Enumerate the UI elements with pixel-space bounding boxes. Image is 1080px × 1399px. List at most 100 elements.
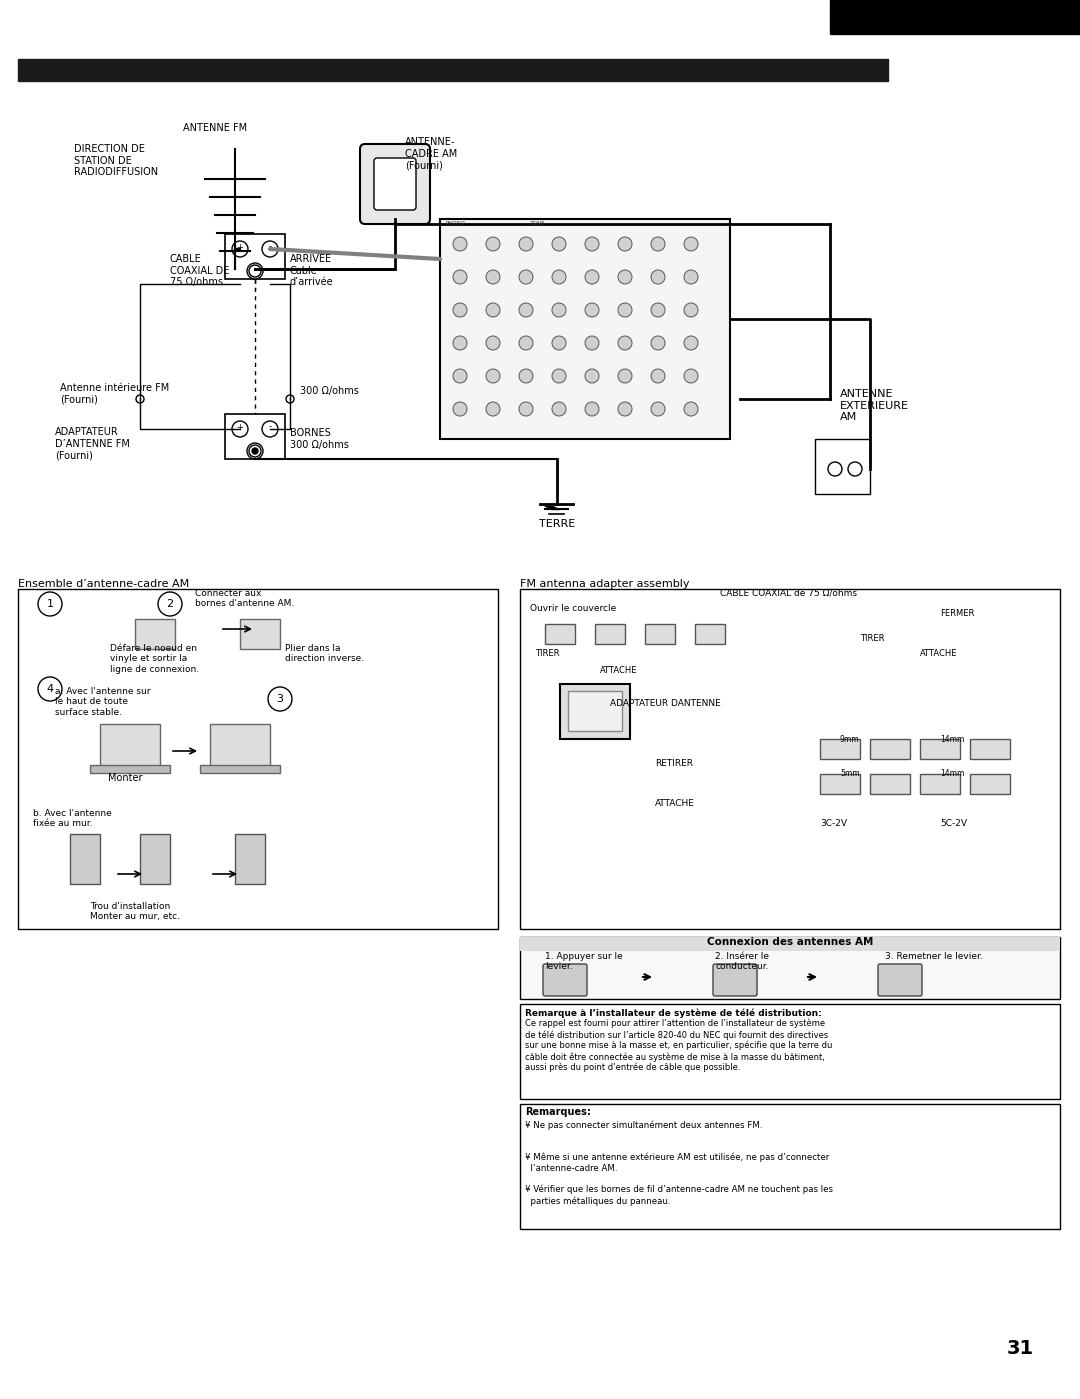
Text: 9mm: 9mm [840, 734, 860, 743]
Circle shape [486, 270, 500, 284]
Text: 1: 1 [46, 599, 54, 609]
FancyBboxPatch shape [360, 144, 430, 224]
Circle shape [249, 445, 261, 457]
Circle shape [453, 402, 467, 416]
Bar [70, 834, 100, 884]
Text: Défare le noeud en
vinyle et sortir la
ligne de connexion.: Défare le noeud en vinyle et sortir la l… [110, 644, 199, 674]
Circle shape [585, 402, 599, 416]
Circle shape [651, 369, 665, 383]
Text: Connecter aux
bornes d'antenne AM.: Connecter aux bornes d'antenne AM. [195, 589, 294, 609]
Circle shape [136, 395, 144, 403]
Bar [545, 624, 575, 644]
Text: ¥ Vérifier que les bornes de fil d’antenne-cadre AM ne touchent pas les
  partie: ¥ Vérifier que les bornes de fil d’anten… [525, 1185, 833, 1206]
Bar [140, 834, 170, 884]
Circle shape [252, 269, 258, 274]
Bar [831, 0, 1080, 34]
Bar [920, 739, 960, 760]
Text: ¥ Même si une antenne extérieure AM est utilisée, ne pas d’connecter
  l’antenne: ¥ Même si une antenne extérieure AM est … [525, 1153, 829, 1172]
Circle shape [618, 270, 632, 284]
Text: Monter: Monter [108, 774, 143, 783]
Text: ADAPTATEUR DANTENNE: ADAPTATEUR DANTENNE [610, 700, 720, 708]
Text: Connexion des bornes d’antennes: Connexion des bornes d’antennes [24, 63, 237, 76]
Bar [440, 220, 730, 439]
Text: 14mm: 14mm [940, 769, 964, 778]
Circle shape [585, 304, 599, 318]
Bar [970, 774, 1010, 795]
Text: 2. Insérer le
conducteur.: 2. Insérer le conducteur. [715, 951, 769, 971]
Bar [519, 1104, 1059, 1228]
Circle shape [651, 402, 665, 416]
Text: b. Avec l'antenne
fixée au mur.: b. Avec l'antenne fixée au mur. [33, 809, 111, 828]
Text: 3C-2V: 3C-2V [820, 818, 847, 828]
Bar [970, 739, 1010, 760]
Text: ZONE: ZONE [530, 221, 545, 227]
Circle shape [585, 236, 599, 250]
Bar [870, 739, 910, 760]
Circle shape [684, 369, 698, 383]
Text: 300 Ω/ohms: 300 Ω/ohms [300, 386, 359, 396]
Bar [645, 624, 675, 644]
Circle shape [519, 369, 534, 383]
Circle shape [618, 236, 632, 250]
Text: FM antenna adapter assembly: FM antenna adapter assembly [519, 579, 689, 589]
Text: Ensemble d’antenne-cadre AM: Ensemble d’antenne-cadre AM [18, 579, 189, 589]
Circle shape [453, 369, 467, 383]
Text: 5C-2V: 5C-2V [940, 818, 967, 828]
Text: Trou d'installation
Monter au mur, etc.: Trou d'installation Monter au mur, etc. [90, 901, 180, 921]
Circle shape [232, 421, 248, 436]
Circle shape [486, 402, 500, 416]
Text: ARRIVEE
Cable
d’arrivée: ARRIVEE Cable d’arrivée [291, 255, 334, 287]
Text: BORNES
300 Ω/ohms: BORNES 300 Ω/ohms [291, 428, 349, 450]
Circle shape [232, 241, 248, 257]
Text: 5mm: 5mm [840, 769, 860, 778]
Circle shape [453, 236, 467, 250]
Circle shape [618, 369, 632, 383]
Circle shape [519, 304, 534, 318]
Bar [519, 937, 1059, 999]
Bar [100, 725, 160, 769]
Circle shape [158, 592, 183, 616]
Circle shape [486, 336, 500, 350]
FancyBboxPatch shape [878, 964, 922, 996]
Bar [200, 765, 280, 774]
FancyBboxPatch shape [374, 158, 416, 210]
Text: PHONO: PHONO [445, 221, 465, 227]
Text: ANTENNE
EXTERIEURE
AM: ANTENNE EXTERIEURE AM [840, 389, 909, 422]
Text: Ouvrir le couvercle: Ouvrir le couvercle [530, 604, 617, 613]
Text: 3. Remetner le levier.: 3. Remetner le levier. [885, 951, 983, 961]
Bar [820, 774, 860, 795]
Circle shape [519, 336, 534, 350]
Bar [225, 414, 285, 459]
Circle shape [247, 443, 264, 459]
Bar [18, 589, 498, 929]
Bar [135, 618, 175, 649]
Text: 1. Appuyer sur le
levier.: 1. Appuyer sur le levier. [545, 951, 623, 971]
Circle shape [552, 304, 566, 318]
Bar [920, 774, 960, 795]
Circle shape [519, 402, 534, 416]
Text: DIRECTION DE
STATION DE
RADIODIFFUSION: DIRECTION DE STATION DE RADIODIFFUSION [75, 144, 158, 178]
Text: 3: 3 [276, 694, 283, 704]
Circle shape [552, 402, 566, 416]
Circle shape [453, 270, 467, 284]
Text: FRANCAIS: FRANCAIS [912, 1, 998, 17]
Text: Remarque à l’installateur de système de télé distribution:: Remarque à l’installateur de système de … [525, 1009, 822, 1017]
Text: TIRER: TIRER [860, 634, 885, 644]
Text: Ce rappel est fourni pour attirer l’attention de l’installateur de système
de té: Ce rappel est fourni pour attirer l’atte… [525, 1018, 833, 1073]
Text: +: + [237, 422, 243, 431]
Circle shape [519, 236, 534, 250]
Circle shape [618, 304, 632, 318]
Circle shape [262, 421, 278, 436]
Circle shape [486, 369, 500, 383]
Circle shape [486, 236, 500, 250]
Text: Remarques:: Remarques: [525, 1107, 591, 1116]
Circle shape [453, 336, 467, 350]
Circle shape [38, 677, 62, 701]
Circle shape [585, 336, 599, 350]
Text: 31: 31 [1007, 1339, 1034, 1358]
Circle shape [684, 236, 698, 250]
Text: 14mm: 14mm [940, 734, 964, 743]
Circle shape [684, 336, 698, 350]
Bar [568, 691, 622, 732]
Circle shape [828, 462, 842, 476]
